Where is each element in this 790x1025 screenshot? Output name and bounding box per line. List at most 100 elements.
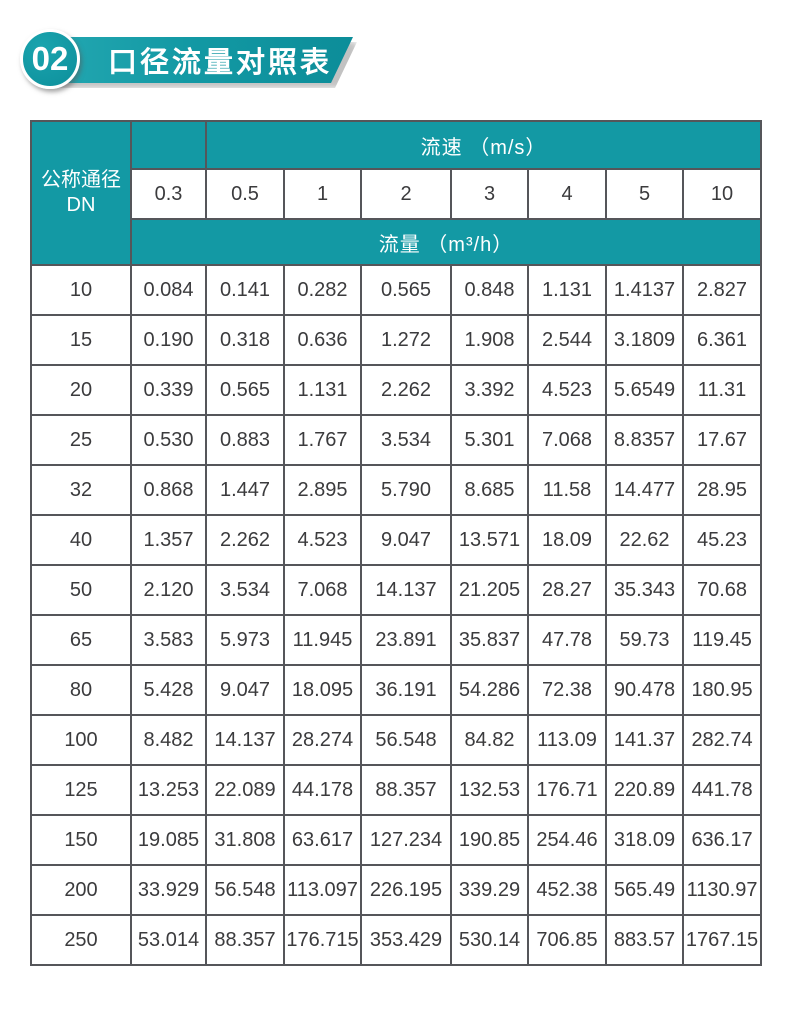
flow-value-cell: 4.523 (283, 514, 362, 566)
table-row: 200 33.929 56.548 113.097 226.195 339.29 452.3… (30, 864, 763, 916)
flow-value-cell: 18.09 (527, 514, 607, 566)
flow-value-cell: 44.178 (283, 764, 362, 816)
flow-value-cell: 35.343 (605, 564, 684, 616)
flow-value-cell: 88.357 (360, 764, 452, 816)
flow-value-cell: 2.895 (283, 464, 362, 516)
velocity-value-cell: 3 (450, 168, 529, 220)
flow-value-cell: 226.195 (360, 864, 452, 916)
flow-value-cell: 119.45 (681, 614, 763, 666)
flow-value-cell: 318.09 (605, 814, 684, 866)
header-row-flow: 流量 （m³/h） (31, 218, 763, 266)
flow-value-cell: 141.37 (605, 714, 684, 766)
table-row: 65 3.583 5.973 11.945 23.891 35.837 47.78 59.73… (30, 614, 763, 666)
flow-value-cell: 9.047 (360, 514, 452, 566)
velocity-value-cell: 1 (283, 168, 362, 220)
dn-cell: 150 (30, 814, 132, 866)
table-row: 100 8.482 14.137 28.274 56.548 84.82 113.09 141… (30, 714, 763, 766)
flow-value-cell: 2.262 (360, 364, 452, 416)
flow-value-cell: 2.262 (205, 514, 285, 566)
flow-value-cell: 8.8357 (605, 414, 684, 466)
flow-value-cell: 1.357 (130, 514, 207, 566)
flow-value-cell: 0.868 (130, 464, 207, 516)
flow-value-cell: 353.429 (360, 914, 452, 966)
flow-value-cell: 88.357 (205, 914, 285, 966)
flow-value-cell: 90.478 (605, 664, 684, 716)
flow-value-cell: 1.767 (283, 414, 362, 466)
flow-value-cell: 2.120 (130, 564, 207, 616)
flow-value-cell: 113.097 (283, 864, 362, 916)
flow-value-cell: 883.57 (605, 914, 684, 966)
dn-cell: 10 (30, 264, 132, 316)
flow-value-cell: 28.274 (283, 714, 362, 766)
flow-value-cell: 56.548 (360, 714, 452, 766)
flow-value-cell: 176.71 (527, 764, 607, 816)
flow-value-cell: 5.973 (205, 614, 285, 666)
flow-value-cell: 4.523 (527, 364, 607, 416)
flow-value-cell: 8.482 (130, 714, 207, 766)
flow-value-cell: 0.530 (130, 414, 207, 466)
table-body: 公称通径 DN 流速 （m/s） 0.3 0.5 1 2 3 4 5 10 流量 （m³/h）… (30, 120, 763, 966)
flow-value-cell: 28.27 (527, 564, 607, 616)
table-row: 125 13.253 22.089 44.178 88.357 132.53 176.71 2… (30, 764, 763, 816)
dn-cell: 15 (30, 314, 132, 366)
flow-value-cell: 441.78 (681, 764, 763, 816)
flow-value-cell: 17.67 (681, 414, 763, 466)
flow-value-cell: 706.85 (527, 914, 607, 966)
flow-value-cell: 59.73 (605, 614, 684, 666)
flow-value-cell: 6.361 (681, 314, 763, 366)
velocity-value-cell: 2 (360, 168, 452, 220)
table-row: 20 0.339 0.565 1.131 2.262 3.392 4.523 5.6549 11… (30, 364, 763, 416)
flow-value-cell: 14.137 (205, 714, 285, 766)
flow-value-cell: 5.6549 (605, 364, 684, 416)
flow-value-cell: 0.141 (205, 264, 285, 316)
flow-value-cell: 54.286 (450, 664, 529, 716)
header-row-velocity: 公称通径 DN 流速 （m/s） (30, 120, 763, 266)
flow-value-cell: 33.929 (130, 864, 207, 916)
velocity-value-cell: 0.5 (205, 168, 285, 220)
table-row: 80 5.428 9.047 18.095 36.191 54.286 72.38 90.47… (30, 664, 763, 716)
flow-value-cell: 7.068 (283, 564, 362, 616)
flow-value-cell: 35.837 (450, 614, 529, 666)
flow-value-cell: 22.62 (605, 514, 684, 566)
flow-value-cell: 45.23 (681, 514, 763, 566)
flow-value-cell: 176.715 (283, 914, 362, 966)
flow-value-cell: 1.4137 (605, 264, 684, 316)
table-row: 10 0.084 0.141 0.282 0.565 0.848 1.131 1.4137 2.… (30, 264, 763, 316)
dn-cell: 50 (30, 564, 132, 616)
flow-value-cell: 0.565 (360, 264, 452, 316)
dn-cell: 40 (30, 514, 132, 566)
flow-value-cell: 70.68 (681, 564, 763, 616)
flow-value-cell: 3.534 (205, 564, 285, 616)
flow-value-cell: 1.447 (205, 464, 285, 516)
flow-value-cell: 18.095 (283, 664, 362, 716)
flow-value-cell: 0.084 (130, 264, 207, 316)
flow-table: 公称通径 DN 流速 （m/s） 0.3 0.5 1 2 3 4 5 10 流量 （m³/h）… (30, 120, 763, 966)
flow-value-cell: 14.137 (360, 564, 452, 616)
flow-value-cell: 21.205 (450, 564, 529, 616)
dn-cell: 250 (30, 914, 132, 966)
flow-value-cell: 452.38 (527, 864, 607, 916)
section-title-banner: 口径流量对照表 (50, 37, 353, 83)
flow-value-cell: 565.49 (605, 864, 684, 916)
section-number: 02 (31, 40, 69, 77)
dn-cell: 20 (30, 364, 132, 416)
flow-value-cell: 1.131 (527, 264, 607, 316)
flow-value-cell: 530.14 (450, 914, 529, 966)
flow-value-cell: 14.477 (605, 464, 684, 516)
dn-cell: 25 (30, 414, 132, 466)
flow-value-cell: 0.636 (283, 314, 362, 366)
flow-value-cell: 13.571 (450, 514, 529, 566)
flow-value-cell: 22.089 (205, 764, 285, 816)
flow-value-cell: 5.790 (360, 464, 452, 516)
velocity-value-cell: 0.3 (130, 168, 207, 220)
flow-value-cell: 1767.15 (681, 914, 763, 966)
flow-value-cell: 11.945 (283, 614, 362, 666)
flow-value-cell: 0.190 (130, 314, 207, 366)
section-number-badge: 02 (20, 29, 80, 89)
flow-value-cell: 636.17 (681, 814, 763, 866)
flow-value-cell: 190.85 (450, 814, 529, 866)
flow-value-cell: 113.09 (527, 714, 607, 766)
flow-value-cell: 339.29 (450, 864, 529, 916)
corner-header-cell: 公称通径 DN (30, 120, 132, 266)
dn-cell: 32 (30, 464, 132, 516)
